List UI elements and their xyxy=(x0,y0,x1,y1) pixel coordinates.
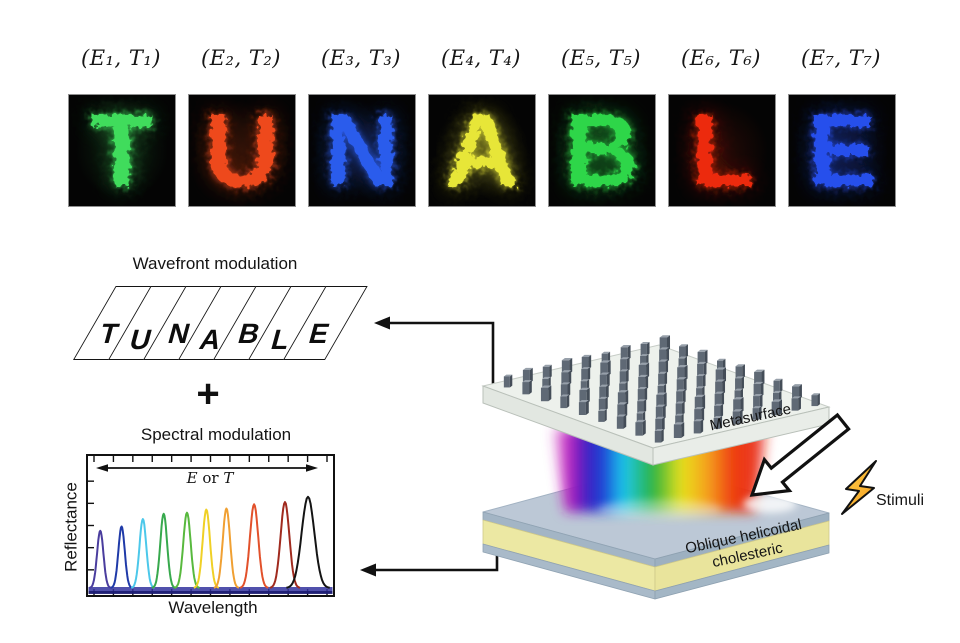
hologram-tile-a: A xyxy=(428,94,536,207)
hologram-tile-b: B xyxy=(548,94,656,207)
condition-label-2: (E₂, T₂) xyxy=(201,46,281,70)
arrow-to-wavefront xyxy=(374,316,495,384)
wavefront-title: Wavefront modulation xyxy=(132,254,298,273)
hologram-tile-t: T xyxy=(68,94,176,207)
stimuli-label: Stimuli xyxy=(876,492,925,509)
condition-label-5: (E₅, T₅) xyxy=(561,46,641,70)
spectral-title: Spectral modulation xyxy=(140,425,292,444)
condition-label-3: (E₃, T₃) xyxy=(321,46,401,70)
hologram-tile-u: U xyxy=(188,94,296,207)
tile-letter: U xyxy=(204,94,280,207)
hologram-tile-n: N xyxy=(308,94,416,207)
tile-letter: N xyxy=(324,94,400,207)
annotation-e: E xyxy=(186,469,198,487)
reflectance-plot xyxy=(86,454,335,597)
tile-letter: B xyxy=(564,94,640,207)
reflectance-plot-svg xyxy=(86,454,335,597)
y-axis-label: Reflectance xyxy=(61,482,81,572)
tile-letter: T xyxy=(90,94,154,207)
hologram-tile-l: L xyxy=(668,94,776,207)
condition-label-1: (E₁, T₁) xyxy=(81,46,161,70)
tile-letter: E xyxy=(807,94,877,207)
x-axis-label: Wavelength xyxy=(168,598,258,617)
condition-label-7: (E₇, T₇) xyxy=(801,46,881,70)
arrow-to-spectral xyxy=(360,551,499,577)
annotation-t: T xyxy=(223,469,234,487)
incident-light-arrow xyxy=(749,412,851,497)
nanopillar-array xyxy=(503,335,820,443)
condition-label-6: (E₆, T₆) xyxy=(681,46,761,70)
stimuli-bolt-icon xyxy=(841,460,877,515)
plus-sign: + xyxy=(196,372,220,416)
e-or-t-annotation: E or T xyxy=(145,469,275,487)
tile-letter: A xyxy=(444,94,520,207)
hologram-tile-e: E xyxy=(788,94,896,207)
annotation-or: or xyxy=(197,469,224,487)
condition-label-4: (E₄, T₄) xyxy=(441,46,521,70)
tile-letter: L xyxy=(690,94,754,207)
